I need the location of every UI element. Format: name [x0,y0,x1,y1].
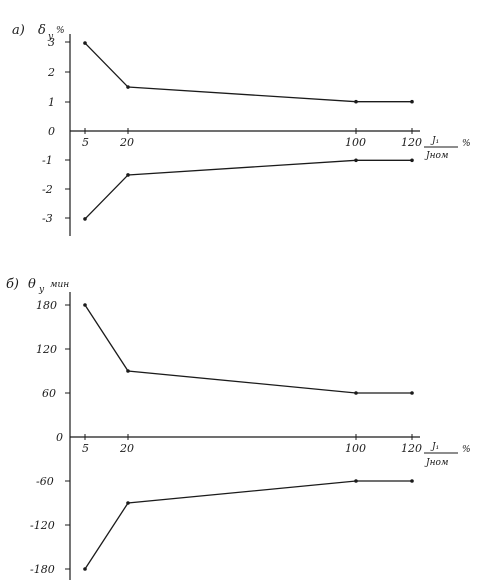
panel-a-data-point [410,158,414,163]
panel-a-ytick-label: 3 [48,36,55,49]
panel-b-series-group [83,303,414,571]
panel-a-data-point [83,41,87,45]
panel-a-ytick-label: -1 [42,154,53,167]
panel-b-yunit: мин [50,280,69,290]
panel-a-label: а) [12,23,25,38]
panel-b-ytick-label: 60 [42,387,56,400]
panel-b-xunit: % [462,445,471,455]
panel-a: а) δ у % 3 2 1 0 -1 -2 -3 5 20 [12,23,471,236]
panel-b-ytick-label: -120 [30,519,55,532]
panel-a-xunit: % [462,139,471,149]
panel-a-series-lower-line [84,159,412,220]
panel-a-ytick-label: -3 [42,212,53,225]
panel-b-ylabel: θ [28,277,36,292]
panel-b-xtick-label: 100 [345,442,366,455]
panel-a-series-upper-line [84,42,412,103]
panel-b-ytick-label: 180 [36,299,57,312]
panel-a-xtick-label: 20 [119,136,134,149]
panel-b-data-point [83,567,87,571]
panel-a-ytick-label: -2 [42,183,53,196]
panel-b-data-point [83,303,87,307]
panel-a-data-point [410,99,414,104]
panel-b-data-point [354,391,358,395]
panel-b: б) θ у мин 180 120 60 0 -60 -120 -180 5 [6,277,471,580]
panel-b-xtick-label: 20 [119,442,134,455]
panel-b-series-upper-line [84,304,412,394]
panel-a-yunit: % [56,26,65,36]
panel-a-xlabel-denominator: Jном [424,151,448,161]
panel-b-xtick-label: 5 [82,442,89,455]
panel-a-xlabel-numerator: J₁ [430,136,439,146]
panel-b-ylabel-sub: у [38,285,45,295]
panel-b-x-ticks: 5 20 100 120 [82,434,422,455]
panel-a-series-group [83,41,414,221]
panel-b-data-point [354,479,358,483]
panel-b-label: б) [6,277,19,292]
panel-a-xtick-label: 5 [82,136,89,149]
panel-b-data-point [126,369,130,373]
panel-a-ytick-label: 0 [48,125,55,138]
panel-a-xtick-label: 100 [345,136,366,149]
panel-b-ytick-label: -60 [36,475,54,488]
panel-a-data-point [354,158,358,163]
panel-a-ylabel-sub: у [47,32,54,42]
panel-b-series-lower-line [84,480,412,570]
panel-b-xlabel-numerator: J₁ [430,442,439,452]
panel-a-ytick-label: 1 [48,96,55,109]
panel-b-data-point [410,479,414,483]
panel-b-xlabel-denominator: Jном [424,458,448,468]
panel-a-data-point [126,173,130,177]
panel-a-ytick-label: 2 [47,66,55,79]
panel-b-y-ticks: 180 120 60 0 -60 -120 -180 [30,299,70,576]
panel-b-ytick-label: -180 [30,563,55,576]
panel-a-ylabel: δ [38,23,46,38]
panel-a-data-point [354,99,358,104]
panel-a-y-ticks: 3 2 1 0 -1 -2 -3 [42,36,70,225]
panel-b-data-point [410,391,414,395]
panel-a-data-point [126,85,130,89]
panel-b-ytick-label: 120 [36,343,57,356]
panel-a-data-point [83,217,87,221]
panel-a-xtick-label: 120 [401,136,422,149]
panel-b-data-point [126,501,130,505]
panel-b-ytick-label: 0 [56,431,63,444]
panel-a-x-ticks: 5 20 100 120 [82,128,422,149]
panel-b-xtick-label: 120 [401,442,422,455]
